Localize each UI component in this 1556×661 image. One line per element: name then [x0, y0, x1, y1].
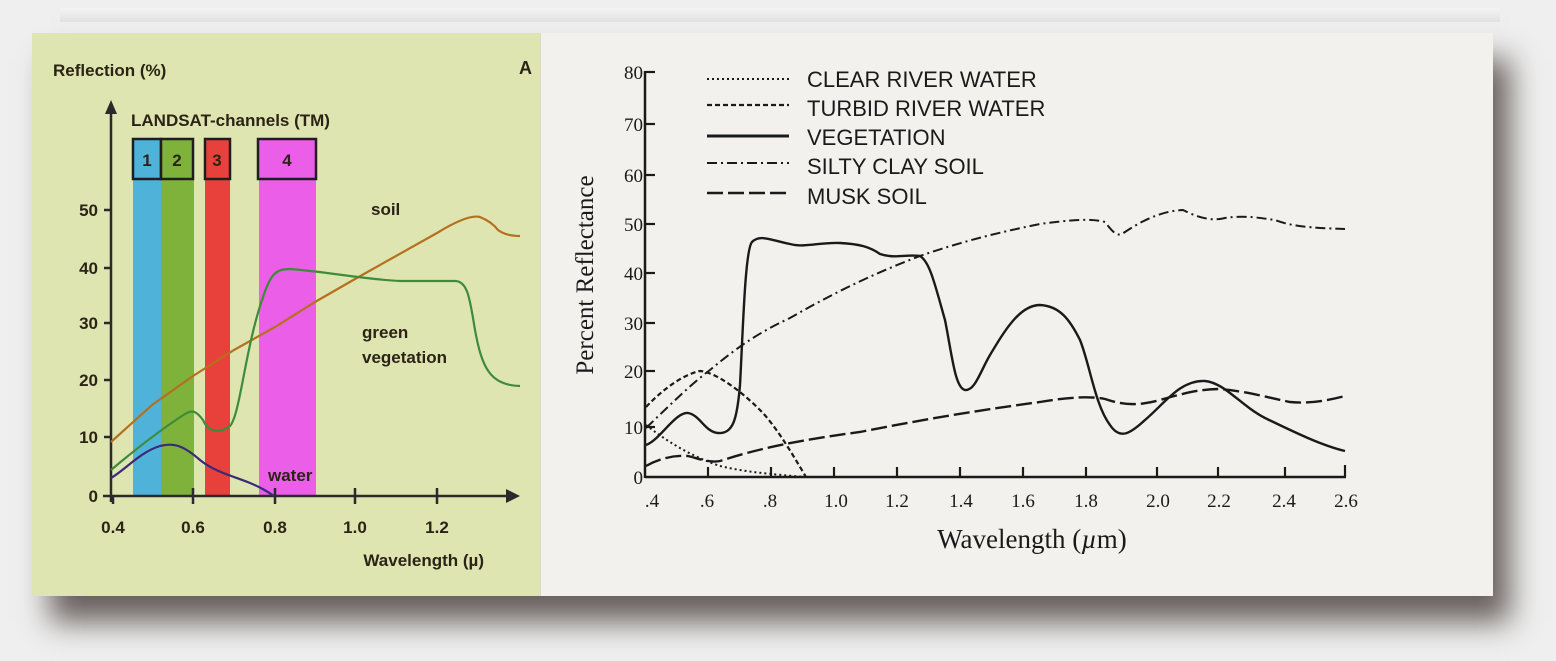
green-vegetation-label-line2: vegetation: [362, 348, 447, 367]
legend-label-clear-river-water: CLEAR RIVER WATER: [807, 67, 1037, 92]
svg-text:70: 70: [624, 115, 643, 136]
band-3-label: 3: [212, 151, 221, 170]
legend-label-turbid-river-water: TURBID RIVER WATER: [807, 96, 1045, 121]
svg-text:1.0: 1.0: [824, 491, 848, 512]
svg-text:30: 30: [79, 314, 98, 333]
band-2-label: 2: [172, 151, 181, 170]
frame-top-edge: [60, 8, 1500, 22]
left-y-tick-labels: 0 10 20 30 40 50: [79, 201, 98, 506]
svg-text:40: 40: [79, 259, 98, 278]
svg-text:2.2: 2.2: [1207, 491, 1231, 512]
svg-text:60: 60: [624, 166, 643, 187]
svg-text:1.0: 1.0: [343, 518, 367, 537]
svg-text:2.4: 2.4: [1272, 491, 1296, 512]
bands-title: LANDSAT-channels (TM): [131, 111, 330, 130]
svg-text:0.8: 0.8: [263, 518, 287, 537]
band-2-box: [159, 137, 195, 181]
svg-text:2.6: 2.6: [1334, 491, 1358, 512]
right-y-tick-labels: 0 10 20 30 40 50 60 70 80: [624, 63, 643, 489]
right-x-ticks: [706, 465, 1347, 477]
legend-label-musk-soil: MUSK SOIL: [807, 184, 927, 209]
svg-text:0: 0: [89, 487, 98, 506]
svg-text:1.2: 1.2: [425, 518, 449, 537]
right-chart-panel: [540, 33, 1493, 596]
svg-text:.6: .6: [700, 491, 714, 512]
turbid-river-water-curve: [645, 369, 807, 478]
legend-label-silty-clay-soil: SILTY CLAY SOIL: [807, 154, 984, 179]
water-label: water: [267, 466, 313, 485]
svg-text:10: 10: [624, 418, 643, 439]
soil-curve: [110, 215, 521, 443]
band-3-box: [203, 137, 232, 181]
svg-text:2.0: 2.0: [1146, 491, 1170, 512]
landsat-bands: 1 2 3 4: [131, 137, 318, 496]
soil-label: soil: [371, 200, 400, 219]
svg-text:50: 50: [624, 215, 643, 236]
vegetation-curve: [645, 236, 1346, 453]
band-3: [205, 170, 230, 496]
svg-text:50: 50: [79, 201, 98, 220]
right-x-axis-title: Wavelength (µm): [937, 524, 1127, 554]
left-x-tick-labels: 0.4 0.6 0.8 1.0 1.2: [101, 518, 449, 537]
band-4: [259, 170, 316, 496]
svg-text:80: 80: [624, 63, 643, 84]
svg-text:1.8: 1.8: [1074, 491, 1098, 512]
svg-text:40: 40: [624, 264, 643, 285]
svg-text:0: 0: [634, 468, 644, 489]
right-x-tick-labels: .4 .6 .8 1.0 1.2 1.4 1.6 1.8 2.0 2.2 2.4…: [645, 491, 1358, 512]
band-4-label: 4: [282, 151, 292, 170]
left-y-ticks: [104, 208, 111, 439]
svg-text:0.4: 0.4: [101, 518, 125, 537]
svg-text:20: 20: [624, 362, 643, 383]
left-y-axis-title: Reflection (%): [53, 61, 166, 80]
svg-text:1.2: 1.2: [885, 491, 909, 512]
left-x-axis-title: Wavelength (µ): [363, 551, 484, 570]
water-curve: [110, 443, 275, 497]
svg-text:.4: .4: [645, 491, 660, 512]
x-axis-arrow-icon: [506, 489, 520, 503]
svg-text:20: 20: [79, 371, 98, 390]
panel-corner-label: A: [519, 58, 532, 78]
svg-text:1.4: 1.4: [949, 491, 973, 512]
y-axis-arrow-icon: [105, 100, 117, 114]
right-y-axis-title: Percent Reflectance: [572, 175, 599, 374]
green-vegetation-label-line1: green: [362, 323, 408, 342]
svg-text:30: 30: [624, 314, 643, 335]
right-y-ticks: [645, 70, 655, 429]
green-vegetation-curve: [110, 267, 521, 471]
clear-river-water-curve: [645, 424, 806, 478]
legend-label-vegetation: VEGETATION: [807, 125, 946, 150]
svg-text:10: 10: [79, 428, 98, 447]
svg-text:1.6: 1.6: [1011, 491, 1035, 512]
musk-soil-curve: [645, 387, 1346, 468]
left-x-ticks: [111, 488, 439, 504]
legend: CLEAR RIVER WATER TURBID RIVER WATER VEG…: [707, 67, 1045, 209]
band-2: [161, 170, 194, 496]
band-4-box: [256, 137, 318, 181]
silty-clay-soil-curve: [645, 208, 1346, 429]
svg-text:.8: .8: [763, 491, 777, 512]
svg-text:0.6: 0.6: [181, 518, 205, 537]
band-1-label: 1: [142, 151, 151, 170]
